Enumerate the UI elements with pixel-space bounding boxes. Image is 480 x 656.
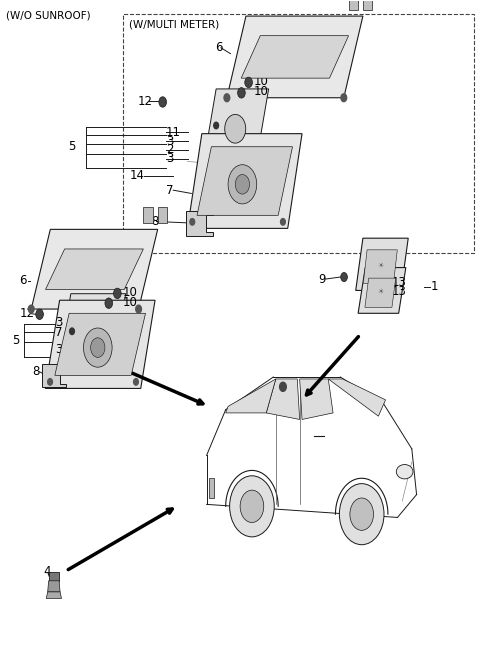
- Polygon shape: [197, 147, 292, 215]
- Text: 9: 9: [319, 272, 326, 285]
- Text: 3: 3: [55, 343, 62, 356]
- Circle shape: [235, 174, 250, 194]
- Text: 3: 3: [55, 316, 62, 329]
- Polygon shape: [266, 379, 300, 419]
- Circle shape: [341, 94, 347, 102]
- Text: ☀: ☀: [378, 289, 384, 295]
- Polygon shape: [348, 0, 358, 10]
- Circle shape: [36, 309, 43, 319]
- Circle shape: [280, 382, 286, 392]
- Text: 11: 11: [166, 125, 181, 138]
- Circle shape: [105, 298, 113, 308]
- Circle shape: [28, 305, 34, 313]
- Polygon shape: [365, 278, 396, 307]
- Circle shape: [133, 379, 138, 385]
- Text: 3: 3: [166, 152, 173, 165]
- Circle shape: [81, 320, 102, 349]
- Bar: [123, 14, 474, 253]
- Circle shape: [84, 328, 112, 367]
- Text: 13: 13: [392, 285, 407, 298]
- Polygon shape: [188, 134, 302, 228]
- Circle shape: [229, 476, 274, 537]
- Text: 3: 3: [166, 134, 173, 148]
- Circle shape: [214, 122, 218, 129]
- Text: 7: 7: [166, 184, 174, 197]
- Text: 10: 10: [123, 296, 138, 309]
- Circle shape: [159, 96, 167, 107]
- Text: 8: 8: [151, 215, 158, 228]
- Circle shape: [114, 288, 121, 298]
- Circle shape: [224, 94, 230, 102]
- Text: 10: 10: [253, 75, 268, 88]
- Polygon shape: [227, 16, 363, 98]
- Circle shape: [91, 338, 105, 358]
- Polygon shape: [48, 581, 60, 592]
- Text: 5: 5: [68, 140, 75, 153]
- Polygon shape: [59, 294, 126, 365]
- Text: 5: 5: [12, 334, 20, 347]
- Text: 1: 1: [431, 280, 438, 293]
- Circle shape: [350, 498, 373, 530]
- Text: 12: 12: [137, 95, 152, 108]
- Polygon shape: [45, 300, 155, 388]
- Polygon shape: [157, 207, 167, 223]
- Circle shape: [341, 272, 348, 281]
- Polygon shape: [46, 249, 144, 289]
- Polygon shape: [363, 250, 397, 283]
- Polygon shape: [55, 314, 145, 375]
- Circle shape: [238, 88, 245, 98]
- Polygon shape: [42, 364, 66, 388]
- Circle shape: [240, 490, 264, 522]
- Polygon shape: [204, 89, 269, 159]
- Circle shape: [228, 165, 257, 204]
- Polygon shape: [46, 592, 61, 598]
- Text: 2: 2: [166, 143, 174, 156]
- Text: 8: 8: [33, 365, 40, 379]
- Polygon shape: [31, 230, 157, 309]
- Circle shape: [70, 328, 74, 335]
- Ellipse shape: [396, 464, 413, 479]
- Text: 13: 13: [392, 276, 407, 289]
- Polygon shape: [241, 35, 348, 78]
- Polygon shape: [363, 0, 372, 10]
- Text: 12: 12: [20, 307, 35, 320]
- Text: 10: 10: [123, 285, 138, 298]
- Circle shape: [136, 305, 142, 313]
- Text: 6: 6: [20, 274, 27, 287]
- Text: 10: 10: [253, 85, 268, 98]
- Circle shape: [281, 218, 285, 225]
- Circle shape: [245, 77, 252, 88]
- Circle shape: [190, 218, 195, 225]
- Polygon shape: [226, 379, 276, 413]
- Circle shape: [48, 379, 52, 385]
- Polygon shape: [356, 238, 408, 291]
- Text: (W/MULTI METER): (W/MULTI METER): [129, 19, 219, 30]
- Polygon shape: [300, 379, 333, 419]
- Polygon shape: [144, 207, 153, 223]
- Text: 6: 6: [215, 41, 223, 54]
- Polygon shape: [328, 379, 385, 416]
- Circle shape: [225, 114, 246, 143]
- Text: 7: 7: [55, 326, 62, 339]
- Text: 14: 14: [130, 169, 145, 182]
- Text: ☀: ☀: [378, 263, 384, 269]
- Polygon shape: [49, 572, 59, 581]
- Text: 4: 4: [43, 565, 51, 578]
- Polygon shape: [186, 211, 213, 236]
- Text: (W/O SUNROOF): (W/O SUNROOF): [6, 10, 91, 21]
- Circle shape: [339, 483, 384, 544]
- Polygon shape: [358, 268, 406, 314]
- Polygon shape: [209, 478, 214, 498]
